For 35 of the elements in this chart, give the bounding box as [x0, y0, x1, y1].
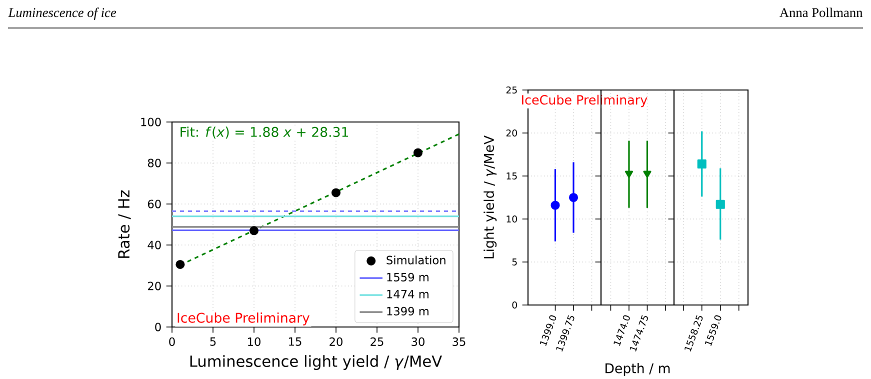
y-axis-title: Light yield / γ/MeV — [484, 135, 497, 258]
point — [413, 148, 423, 158]
x-tick-label: 5 — [210, 337, 216, 346]
text: Luminescence of ice — [8, 8, 116, 20]
point — [331, 188, 341, 198]
y-tick-label: 5 — [512, 258, 517, 266]
x-tick-label: 30 — [412, 337, 424, 346]
x-tick-label: 25 — [370, 337, 384, 346]
y-tick-label: 20 — [148, 282, 161, 290]
x-tick-label: 15 — [289, 337, 302, 346]
point — [176, 260, 185, 270]
x-tick-label: 35 — [452, 337, 466, 346]
x-tick-label: 10 — [248, 337, 260, 346]
x-tick-label: 20 — [330, 337, 342, 346]
y-tick-label: 100 — [141, 118, 161, 126]
y-axis-title: Rate / Hz — [118, 190, 131, 258]
text: Anna Pollmann — [780, 8, 863, 18]
legend-label: Simulation — [386, 256, 446, 264]
y-tick-label: 25 — [506, 86, 517, 94]
x-axis-title: Depth / m — [606, 362, 670, 376]
y-tick-label: 15 — [506, 172, 517, 180]
y-tick-label: 40 — [148, 240, 161, 250]
y-tick-label: 0 — [512, 301, 517, 309]
point — [249, 226, 259, 236]
y-tick-label: 60 — [148, 200, 161, 208]
annotation: IceCube Preliminary — [178, 312, 310, 326]
legend-label: 1474 m — [387, 290, 428, 298]
legend-label: 1399 m — [387, 306, 428, 316]
y-tick-label: 20 — [506, 129, 517, 137]
y-tick-label: 80 — [148, 158, 161, 168]
x-axis-title: Luminescence light yield / γ/MeV — [190, 355, 442, 370]
annotation: Fit: f(x) = 1.88 x + 28.31 — [180, 126, 348, 139]
y-tick-label: 10 — [506, 215, 517, 223]
legend-label: 1559 m — [387, 272, 428, 282]
x-tick-label: 0 — [169, 337, 175, 346]
